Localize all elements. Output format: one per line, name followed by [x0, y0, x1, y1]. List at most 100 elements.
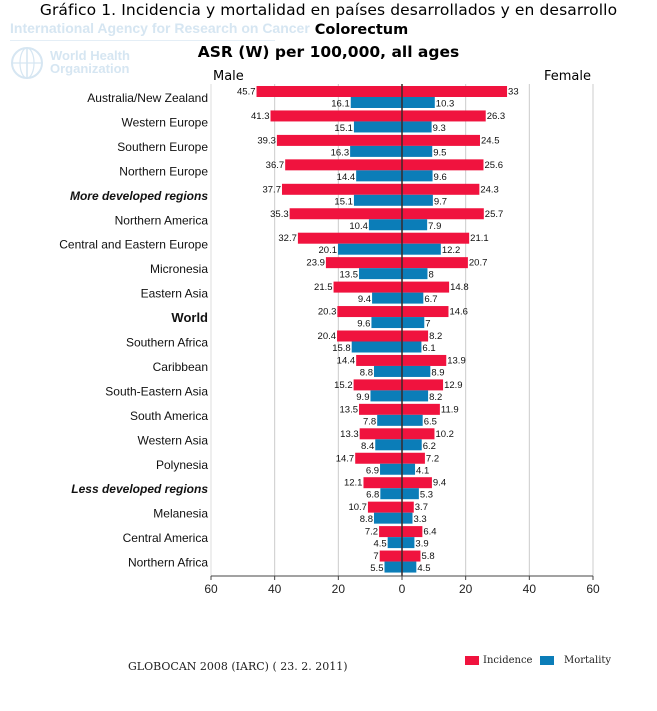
bar-female-incidence	[402, 526, 423, 538]
bar-male-mortality	[370, 390, 402, 402]
label-male-incidence: 14.4	[337, 355, 356, 366]
category-label: Northern America	[115, 213, 209, 227]
bar-female-incidence	[402, 452, 425, 464]
label-male-mortality: 8.8	[360, 367, 373, 378]
label-male-incidence: 7	[373, 551, 378, 562]
label-female-mortality: 7	[425, 319, 430, 330]
label-female-mortality: 6.5	[424, 416, 437, 427]
bar-female-mortality	[402, 121, 432, 133]
category-label: World	[171, 310, 208, 325]
label-male-mortality: 15.1	[334, 123, 353, 134]
label-female-mortality: 4.1	[416, 465, 429, 476]
bar-female-mortality	[402, 268, 428, 280]
label-male-incidence: 36.7	[266, 160, 285, 171]
bar-female-incidence	[402, 501, 414, 513]
bar-female-mortality	[402, 341, 422, 353]
page-title: Gráfico 1. Incidencia y mortalidad en pa…	[39, 1, 618, 19]
bar-male-mortality	[351, 341, 402, 353]
label-male-incidence: 20.4	[318, 331, 337, 342]
bar-female-incidence	[402, 134, 480, 146]
legend-item-mortality: Mortality	[540, 655, 611, 666]
label-female-incidence: 14.6	[449, 307, 468, 318]
label-female-incidence: 12.9	[444, 380, 463, 391]
category-label: Western Europe	[122, 115, 209, 129]
label-male-mortality: 15.8	[332, 343, 351, 354]
bar-female-mortality	[402, 463, 416, 475]
bar-male-mortality	[359, 268, 402, 280]
bar-male-incidence	[281, 183, 402, 195]
category-label: Caribbean	[153, 360, 208, 374]
label-female-incidence: 3.7	[415, 502, 428, 513]
bar-female-mortality	[402, 145, 433, 157]
chart-subtitle: ASR (W) per 100,000, all ages	[197, 43, 460, 61]
bar-male-incidence	[289, 208, 402, 220]
bar-male-mortality	[353, 194, 402, 206]
label-male-incidence: 13.3	[340, 429, 359, 440]
label-male-mortality: 7.8	[363, 416, 376, 427]
label-female-mortality: 4.5	[417, 563, 430, 574]
category-labels: Australia/New Zealand Western Europe South…	[59, 91, 208, 570]
label-male-mortality: 4.5	[373, 539, 386, 550]
bar-female-mortality	[402, 414, 423, 426]
bar-male-mortality	[350, 145, 402, 157]
label-female-mortality: 8.2	[429, 392, 442, 403]
source-note: GLOBOCAN 2008 (IARC) ( 23. 2. 2011)	[128, 660, 348, 673]
bar-male-mortality	[377, 414, 402, 426]
label-male-incidence: 15.2	[334, 380, 353, 391]
category-label: Western Asia	[138, 433, 209, 447]
bar-male-mortality	[375, 439, 402, 451]
label-male-mortality: 14.4	[337, 172, 356, 183]
bars	[256, 86, 508, 573]
bar-female-mortality	[402, 243, 441, 255]
label-male-incidence: 12.1	[344, 478, 363, 489]
label-male-mortality: 5.5	[370, 563, 383, 574]
bar-male-incidence	[297, 232, 402, 244]
x-tick-label: 20	[459, 582, 473, 596]
bar-female-incidence	[402, 306, 449, 318]
bar-male-incidence	[359, 403, 402, 415]
bar-female-incidence	[402, 354, 447, 366]
bar-male-mortality	[368, 219, 402, 231]
bar-female-incidence	[402, 257, 468, 269]
who-watermark-line2: Organization	[50, 61, 130, 76]
bar-male-mortality	[353, 121, 402, 133]
label-female-mortality: 9.3	[433, 123, 446, 134]
label-female-mortality: 9.7	[434, 196, 447, 207]
category-label: Polynesia	[156, 458, 208, 472]
bar-female-mortality	[402, 512, 413, 524]
bar-male-incidence	[333, 281, 402, 293]
x-tick-label: 20	[332, 582, 346, 596]
bar-male-incidence	[270, 110, 402, 122]
bar-female-mortality	[402, 439, 422, 451]
label-male-mortality: 16.1	[331, 99, 350, 110]
label-male-mortality: 16.3	[331, 147, 350, 158]
label-male-mortality: 8.8	[360, 514, 373, 525]
bar-male-mortality	[380, 488, 402, 500]
label-female-mortality: 6.1	[422, 343, 435, 354]
chart-title: Colorectum	[314, 22, 409, 38]
x-tick-label: 40	[523, 582, 537, 596]
category-label: Melanesia	[153, 507, 208, 521]
category-label: Less developed regions	[71, 482, 208, 496]
iarc-watermark: International Agency for Research on Can…	[10, 20, 310, 36]
bar-male-mortality	[373, 512, 402, 524]
female-label: Female	[544, 69, 592, 84]
label-female-mortality: 8	[428, 270, 433, 281]
label-male-incidence: 21.5	[314, 282, 333, 293]
bar-female-mortality	[402, 317, 425, 329]
label-male-mortality: 9.9	[356, 392, 369, 403]
bar-male-mortality	[356, 170, 402, 182]
label-male-incidence: 23.9	[306, 258, 325, 269]
label-male-mortality: 9.6	[357, 319, 370, 330]
x-tick-label: 40	[268, 582, 282, 596]
bar-female-incidence	[402, 550, 421, 562]
bar-male-mortality	[380, 463, 402, 475]
bar-male-incidence	[355, 452, 402, 464]
label-female-incidence: 25.7	[485, 209, 504, 220]
label-female-mortality: 5.3	[420, 490, 433, 501]
label-female-mortality: 3.9	[415, 539, 428, 550]
bar-female-incidence	[402, 110, 486, 122]
bar-male-incidence	[256, 86, 402, 97]
bar-female-incidence	[402, 281, 450, 293]
male-label: Male	[213, 69, 244, 84]
